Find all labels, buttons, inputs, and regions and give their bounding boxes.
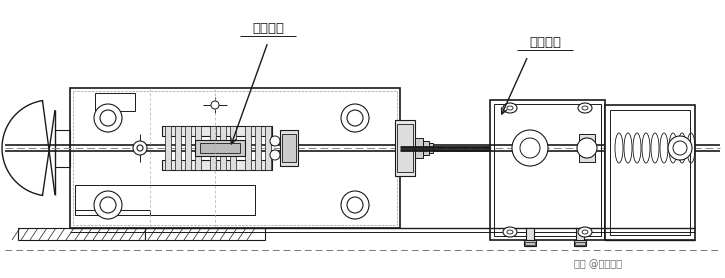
Bar bbox=[162, 160, 272, 170]
Bar bbox=[610, 110, 690, 235]
Ellipse shape bbox=[133, 141, 147, 155]
Ellipse shape bbox=[341, 191, 369, 219]
Bar bbox=[429, 143, 433, 153]
Text: 杆杆装配: 杆杆装配 bbox=[252, 21, 284, 34]
Bar bbox=[526, 228, 534, 246]
Bar bbox=[185, 126, 191, 170]
Bar bbox=[490, 100, 605, 240]
Bar bbox=[395, 120, 415, 176]
Ellipse shape bbox=[577, 138, 597, 158]
Ellipse shape bbox=[347, 197, 363, 213]
Ellipse shape bbox=[512, 130, 548, 166]
Ellipse shape bbox=[503, 227, 517, 237]
Bar bbox=[210, 126, 216, 170]
Ellipse shape bbox=[100, 110, 116, 126]
Ellipse shape bbox=[582, 230, 588, 234]
Ellipse shape bbox=[668, 136, 692, 160]
Ellipse shape bbox=[211, 101, 219, 109]
Bar bbox=[255, 126, 261, 170]
Bar bbox=[200, 143, 240, 153]
Ellipse shape bbox=[503, 103, 517, 113]
Ellipse shape bbox=[94, 191, 122, 219]
Text: 头条 @电梯资料: 头条 @电梯资料 bbox=[574, 259, 622, 269]
Bar bbox=[524, 240, 536, 246]
Bar bbox=[397, 124, 413, 172]
Bar bbox=[73, 91, 397, 225]
Bar bbox=[265, 126, 271, 170]
Bar bbox=[70, 88, 400, 228]
Bar bbox=[575, 242, 585, 245]
Bar bbox=[423, 141, 429, 155]
Bar bbox=[282, 134, 296, 162]
Ellipse shape bbox=[270, 150, 280, 160]
Bar bbox=[95, 93, 135, 111]
Bar bbox=[165, 126, 171, 170]
Ellipse shape bbox=[270, 136, 280, 146]
Ellipse shape bbox=[578, 227, 592, 237]
Ellipse shape bbox=[582, 106, 588, 110]
Bar bbox=[175, 126, 181, 170]
Bar bbox=[195, 140, 245, 156]
Bar bbox=[195, 126, 201, 170]
Ellipse shape bbox=[507, 230, 513, 234]
Bar bbox=[576, 228, 584, 246]
Ellipse shape bbox=[137, 145, 143, 151]
Bar bbox=[245, 126, 251, 170]
Bar bbox=[280, 130, 298, 166]
Ellipse shape bbox=[341, 104, 369, 132]
Ellipse shape bbox=[578, 103, 592, 113]
Bar bbox=[18, 228, 145, 240]
Text: 电磁线圈: 电磁线圈 bbox=[529, 36, 561, 48]
Ellipse shape bbox=[507, 106, 513, 110]
Bar bbox=[220, 126, 226, 170]
Ellipse shape bbox=[94, 104, 122, 132]
Bar bbox=[162, 126, 272, 136]
Ellipse shape bbox=[673, 141, 687, 155]
Bar bbox=[75, 185, 255, 215]
Bar bbox=[605, 105, 695, 240]
Ellipse shape bbox=[347, 110, 363, 126]
Bar bbox=[415, 138, 423, 158]
Ellipse shape bbox=[520, 138, 540, 158]
Ellipse shape bbox=[100, 197, 116, 213]
Bar bbox=[494, 104, 601, 236]
Bar bbox=[525, 242, 535, 245]
Bar bbox=[230, 126, 236, 170]
Bar bbox=[579, 134, 595, 162]
Bar bbox=[574, 240, 586, 246]
Bar bbox=[145, 228, 265, 240]
